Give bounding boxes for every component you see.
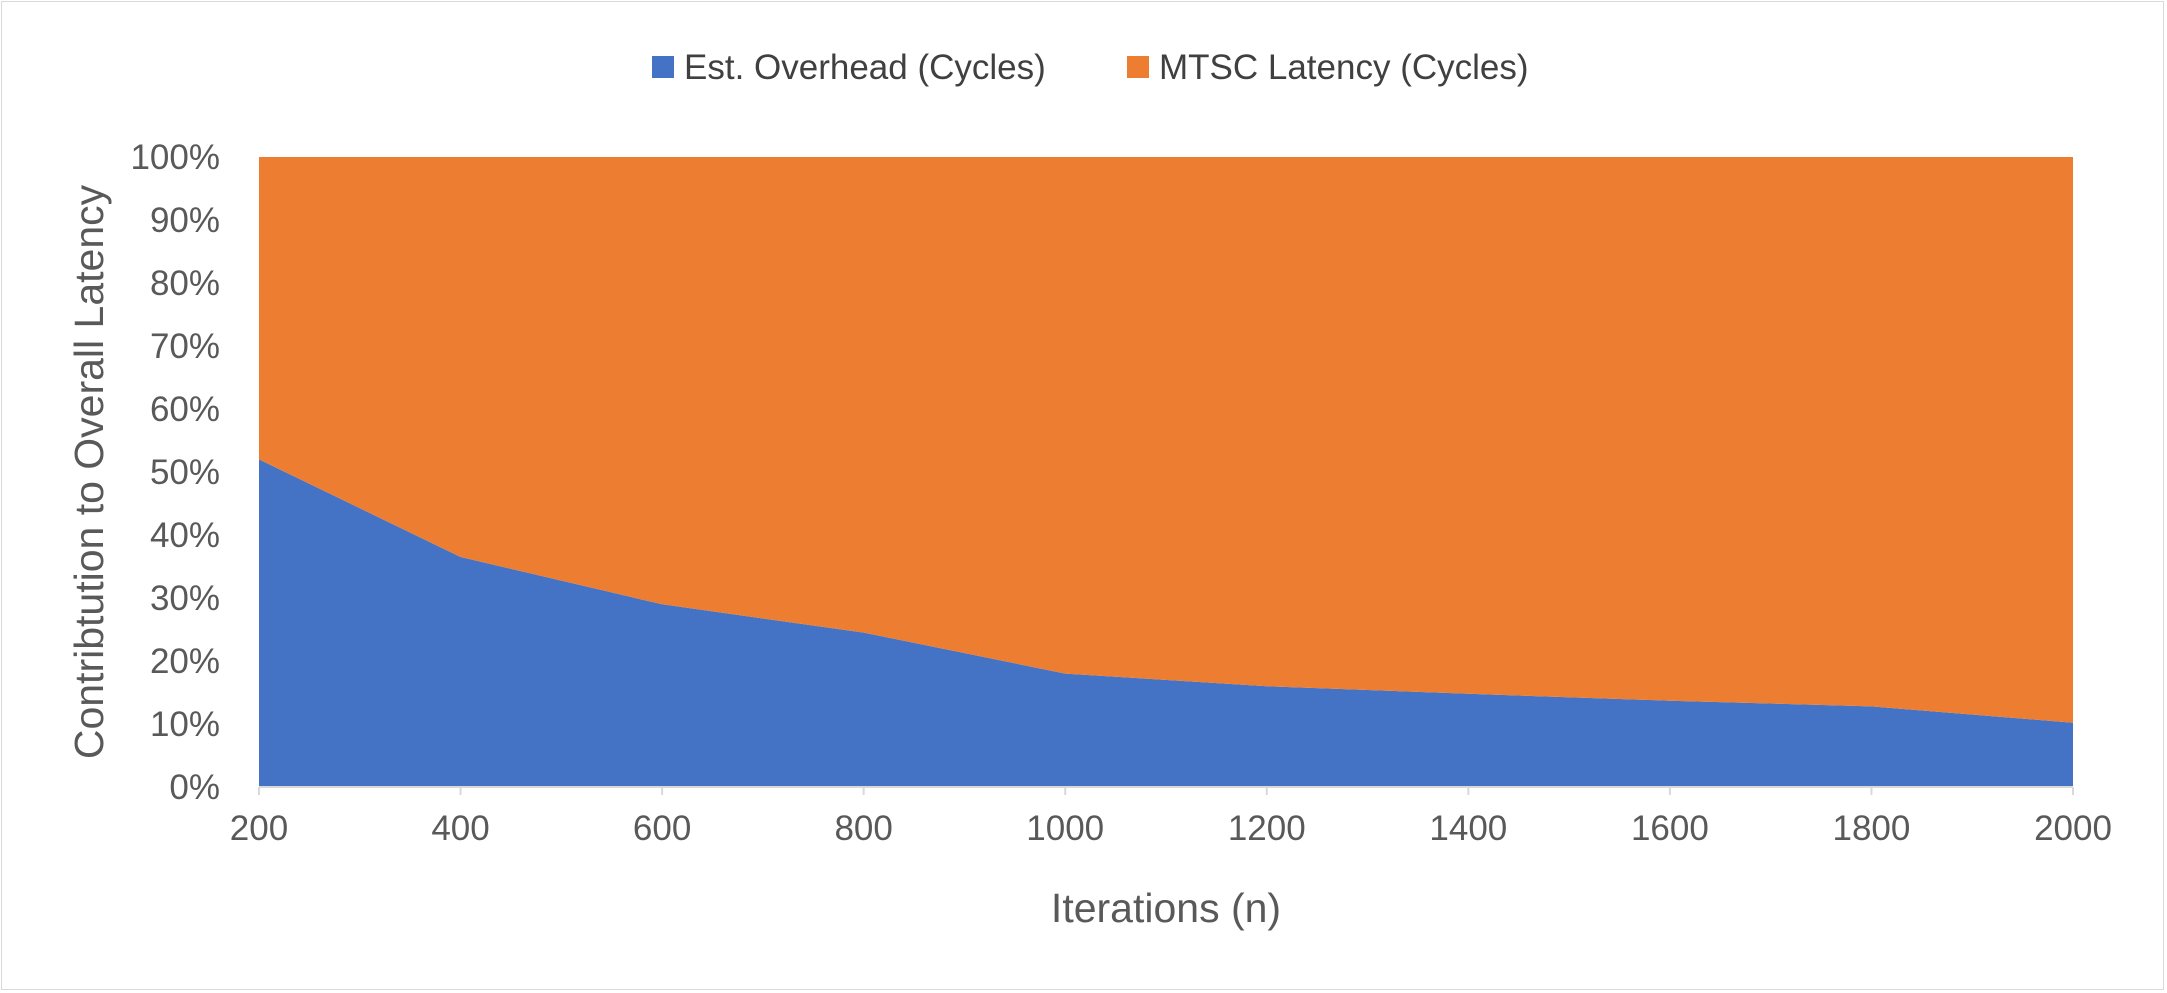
y-tick-label: 90% [150,201,220,240]
legend-swatch-1 [652,56,674,78]
area-series-2 [259,157,2073,723]
legend-swatch-2 [1127,56,1149,78]
y-tick-label: 70% [150,327,220,366]
y-tick-label: 10% [150,705,220,744]
legend-label-1: Est. Overhead (Cycles) [684,48,1046,87]
x-tick-label: 1600 [1631,809,1709,848]
x-tick-label: 1400 [1429,809,1507,848]
x-axis-title: Iterations (n) [1051,885,1281,931]
legend: Est. Overhead (Cycles) MTSC Latency (Cycl… [652,48,1529,87]
x-tick-label: 1200 [1228,809,1306,848]
y-tick-label: 80% [150,264,220,303]
x-tick-label: 600 [633,809,691,848]
y-tick-label: 20% [150,642,220,681]
x-axis-ticks: 200 400 600 800 1000 1200 1400 1600 1800 2000 [230,787,2112,848]
x-tick-label: 200 [230,809,288,848]
y-axis-ticks: 0% 10% 20% 30% 40% 50% 60% 70% 80% 90% 100% [130,138,220,807]
y-axis-title: Contribtution to Overall Latency [66,184,112,759]
areas-layer [259,157,2073,787]
x-tick-label: 400 [431,809,489,848]
x-tick-label: 1000 [1026,809,1104,848]
y-tick-label: 0% [169,768,220,807]
y-tick-label: 100% [130,138,220,177]
y-tick-label: 50% [150,453,220,492]
x-tick-label: 2000 [2034,809,2112,848]
y-tick-label: 30% [150,579,220,618]
x-tick-label: 800 [834,809,892,848]
legend-label-2: MTSC Latency (Cycles) [1159,48,1529,87]
x-tick-label: 1800 [1833,809,1911,848]
area-series-1 [259,459,2073,787]
y-tick-label: 40% [150,516,220,555]
y-tick-label: 60% [150,390,220,429]
